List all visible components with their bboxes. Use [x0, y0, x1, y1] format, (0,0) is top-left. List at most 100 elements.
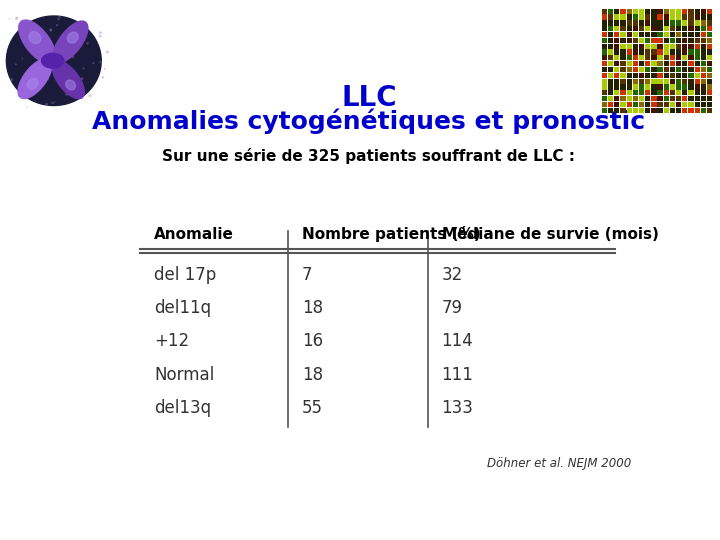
Point: [660, 30, 672, 39]
Point: [672, 77, 684, 85]
Point: [49, 71, 60, 80]
Point: [660, 42, 672, 51]
Ellipse shape: [6, 16, 102, 105]
Point: [667, 65, 678, 74]
Point: [667, 94, 678, 103]
Point: [605, 94, 616, 103]
Point: [660, 106, 672, 114]
Point: [703, 13, 715, 22]
Point: [648, 94, 660, 103]
Point: [624, 89, 635, 97]
Point: [685, 77, 697, 85]
Point: [685, 106, 697, 114]
Point: [703, 36, 715, 45]
Point: [667, 53, 678, 62]
Point: [691, 42, 703, 51]
Point: [624, 100, 635, 109]
Point: [698, 83, 709, 91]
Point: [642, 13, 654, 22]
Point: [617, 106, 629, 114]
Point: [24, 28, 35, 37]
Point: [672, 53, 684, 62]
Point: [50, 40, 62, 49]
Point: [61, 90, 73, 98]
Point: [691, 53, 703, 62]
Point: [46, 60, 58, 69]
Point: [672, 42, 684, 51]
Point: [698, 71, 709, 79]
Point: [624, 65, 635, 74]
Point: [630, 89, 642, 97]
Point: [654, 65, 666, 74]
Point: [698, 18, 709, 27]
Point: [611, 94, 623, 103]
Point: [667, 42, 678, 51]
Text: Médiane de survie (mois): Médiane de survie (mois): [441, 226, 658, 241]
Point: [611, 30, 623, 39]
Point: [611, 42, 623, 51]
Text: 133: 133: [441, 399, 474, 417]
Point: [691, 71, 703, 79]
Point: [10, 60, 22, 69]
Point: [698, 94, 709, 103]
Point: [698, 53, 709, 62]
Point: [685, 30, 697, 39]
Point: [672, 13, 684, 22]
Point: [667, 7, 678, 16]
Ellipse shape: [27, 78, 38, 90]
Point: [56, 60, 68, 69]
Point: [672, 65, 684, 74]
Point: [617, 89, 629, 97]
Point: [672, 36, 684, 45]
Point: [672, 100, 684, 109]
Point: [642, 30, 654, 39]
Point: [51, 21, 63, 30]
Point: [630, 100, 642, 109]
Point: [691, 13, 703, 22]
Point: [672, 94, 684, 103]
Point: [691, 36, 703, 45]
Point: [679, 13, 690, 22]
Point: [11, 14, 22, 23]
Point: [64, 88, 76, 97]
Point: [599, 71, 611, 79]
Point: [72, 24, 84, 33]
Point: [599, 13, 611, 22]
Point: [636, 36, 647, 45]
Point: [67, 52, 78, 61]
Point: [605, 53, 616, 62]
Point: [624, 13, 635, 22]
Point: [642, 100, 654, 109]
Point: [617, 18, 629, 27]
Point: [50, 47, 61, 56]
Point: [624, 30, 635, 39]
Point: [660, 77, 672, 85]
Point: [599, 24, 611, 33]
Text: Döhner et al. NEJM 2000: Döhner et al. NEJM 2000: [487, 457, 631, 470]
Point: [667, 89, 678, 97]
Point: [667, 83, 678, 91]
Point: [636, 65, 647, 74]
Point: [630, 36, 642, 45]
Point: [605, 100, 616, 109]
Point: [703, 83, 715, 91]
Point: [667, 106, 678, 114]
Point: [642, 71, 654, 79]
Point: [679, 59, 690, 68]
Point: [97, 73, 109, 82]
Point: [599, 94, 611, 103]
Point: [605, 89, 616, 97]
Text: 18: 18: [302, 299, 323, 317]
Point: [617, 7, 629, 16]
Point: [698, 100, 709, 109]
Point: [648, 13, 660, 22]
Point: [605, 13, 616, 22]
Point: [648, 53, 660, 62]
Point: [648, 100, 660, 109]
Point: [654, 53, 666, 62]
Point: [667, 100, 678, 109]
Point: [648, 89, 660, 97]
Point: [611, 18, 623, 27]
Point: [648, 71, 660, 79]
Point: [648, 18, 660, 27]
